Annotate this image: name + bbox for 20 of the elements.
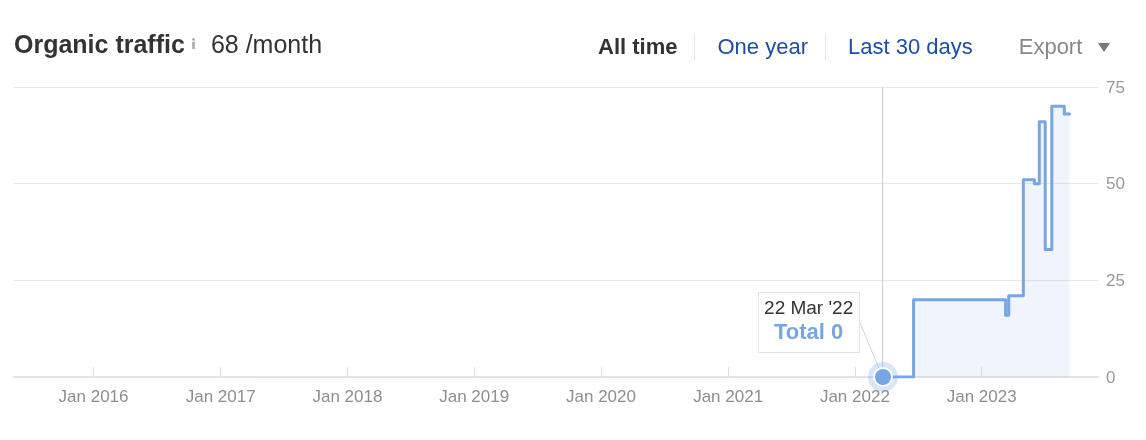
x-tick-label: Jan 2018 [312, 387, 383, 406]
text: One year [717, 34, 808, 59]
annotation: 22 Mar '22 [763, 296, 855, 320]
x-tick-label: Jan 2022 [819, 387, 890, 406]
text: Export [1018, 34, 1083, 59]
text: Last 30 days [847, 34, 973, 59]
y-tick-label: 50 [1106, 174, 1125, 194]
x-tick-label: Jan 2019 [439, 387, 510, 406]
text: All time [598, 34, 678, 59]
x-tick-label: Jan 2021 [693, 387, 764, 406]
annotation: Total 0 [773, 319, 845, 344]
y-tick-label: 25 [1106, 270, 1125, 290]
y-tick-label: 75 [1106, 77, 1125, 97]
chart-subtitle: 68 /month [210, 30, 323, 58]
x-tick-label: Jan 2016 [58, 387, 129, 406]
x-tick-label: Jan 2020 [566, 387, 636, 406]
chart-title: Organic traffic [14, 30, 185, 58]
x-tick-label: Jan 2017 [185, 387, 256, 406]
y-tick-label: 0 [1106, 367, 1116, 387]
x-tick-label: Jan 2023 [946, 387, 1017, 406]
